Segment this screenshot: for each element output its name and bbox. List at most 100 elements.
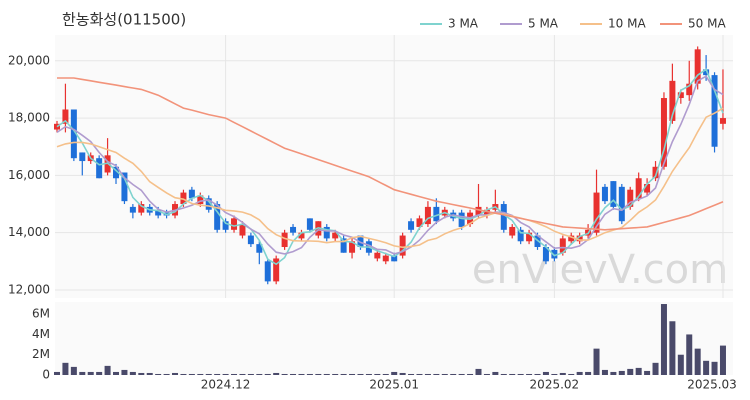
ma-line <box>56 75 724 255</box>
y-tick-label: 2M <box>32 347 50 361</box>
volume-bar <box>231 373 238 375</box>
volume-bar <box>467 373 474 375</box>
candle-body <box>205 198 212 210</box>
candle-body <box>686 83 693 96</box>
volume-bar <box>273 372 280 375</box>
volume-bar <box>315 373 322 375</box>
candle-body <box>433 206 440 222</box>
candle-body <box>593 192 600 233</box>
volume-bar <box>694 348 701 375</box>
candle-body <box>197 195 204 205</box>
legend-label: 5 MA <box>528 17 559 31</box>
candle-body <box>231 218 238 230</box>
candle-body <box>483 209 490 216</box>
candle-body <box>222 221 229 230</box>
volume-bar <box>500 373 507 375</box>
candle-body <box>129 206 136 213</box>
volume-bar <box>635 367 642 375</box>
candle-body <box>332 232 339 239</box>
legend-label: 3 MA <box>448 17 479 31</box>
volume-plot <box>55 302 733 375</box>
candle-body <box>340 238 347 253</box>
volume-bar <box>677 354 684 375</box>
volume-bar <box>87 371 94 375</box>
ma-line <box>56 107 724 249</box>
candle-body <box>475 206 482 216</box>
volume-bar <box>660 304 667 375</box>
candle-body <box>416 218 423 227</box>
candle-body <box>214 204 221 230</box>
candle-body <box>382 255 389 262</box>
volume-bar <box>197 373 204 375</box>
candle-body <box>374 252 381 259</box>
candle-body <box>703 69 710 76</box>
volume-bar <box>593 348 600 375</box>
legend-label: 50 MA <box>688 17 726 31</box>
volume-bar <box>155 373 162 375</box>
candle-body <box>568 235 575 242</box>
volume-bar <box>644 370 651 375</box>
volume-bar <box>399 372 406 375</box>
y-tick-label: 20,000 <box>8 53 50 67</box>
candle-body <box>349 241 356 253</box>
volume-bar <box>323 373 330 375</box>
candle-body <box>256 244 263 253</box>
volume-bar <box>365 373 372 375</box>
candle-body <box>306 218 313 230</box>
candle-body <box>79 152 86 162</box>
candle-body <box>526 232 533 242</box>
ma-line <box>56 68 724 266</box>
candle-body <box>644 183 651 193</box>
candle-body <box>180 192 187 205</box>
candle-body <box>239 224 246 236</box>
volume-bar <box>475 368 482 375</box>
candle-body <box>138 204 145 213</box>
candle-body <box>391 255 398 262</box>
volume-bar <box>391 371 398 375</box>
candle-body <box>627 189 634 207</box>
x-tick-label: 2025.03 <box>687 378 737 392</box>
candle-body <box>559 238 566 253</box>
candle-body <box>551 249 558 259</box>
volume-bar <box>349 373 356 375</box>
x-tick-label: 2024.12 <box>201 378 251 392</box>
volume-bar <box>568 373 575 375</box>
x-tick-label: 2025.02 <box>530 378 580 392</box>
volume-bar <box>416 373 423 375</box>
candle-body <box>610 181 617 207</box>
volume-bar <box>104 365 111 375</box>
volume-bar <box>340 373 347 375</box>
candle-body <box>517 229 524 242</box>
volume-bar <box>188 373 195 375</box>
volume-bar <box>290 373 297 375</box>
y-tick-label: 6M <box>32 307 50 321</box>
candle-body <box>62 109 69 124</box>
y-tick-label: 16,000 <box>8 168 50 182</box>
volume-bar <box>526 373 533 375</box>
y-tick-label: 4M <box>32 327 50 341</box>
volume-bar <box>113 371 120 375</box>
volume-bar <box>618 370 625 375</box>
candle-body <box>652 166 659 179</box>
volume-bar <box>610 371 617 375</box>
volume-bar <box>719 345 726 375</box>
x-tick-label: 2025.01 <box>369 378 419 392</box>
candle-body <box>500 204 507 230</box>
volume-bar <box>542 371 549 375</box>
volume-bar <box>686 334 693 375</box>
candle-body <box>121 172 128 202</box>
volume-bar <box>62 362 69 375</box>
y-tick-label: 18,000 <box>8 111 50 125</box>
volume-bar <box>450 373 457 375</box>
candle-body <box>601 186 608 202</box>
volume-bar <box>163 373 170 375</box>
candle-body <box>96 158 103 179</box>
volume-bar <box>70 366 77 375</box>
candle-body <box>264 261 271 282</box>
candle-body <box>399 235 406 256</box>
candle-body <box>576 235 583 242</box>
candle-body <box>281 232 288 248</box>
volume-bar <box>424 373 431 375</box>
volume-bar <box>483 373 490 375</box>
